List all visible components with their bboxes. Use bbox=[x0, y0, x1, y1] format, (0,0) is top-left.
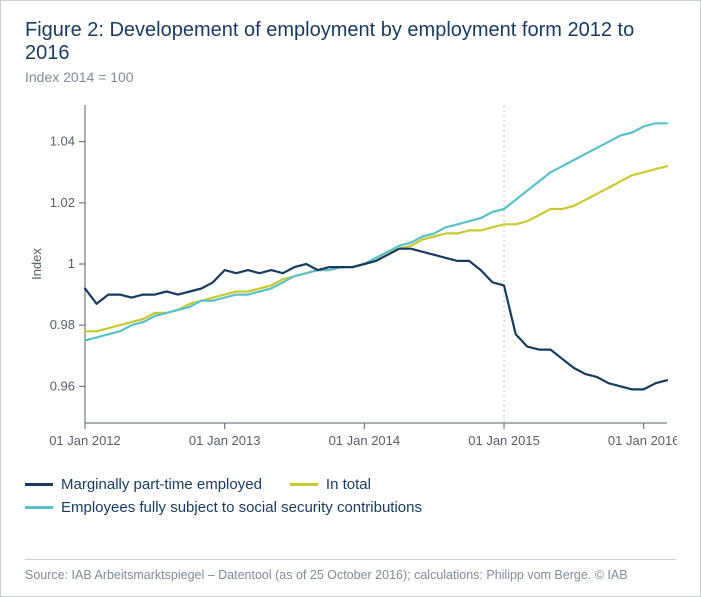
svg-text:1.02: 1.02 bbox=[50, 195, 75, 210]
legend-label: In total bbox=[326, 476, 371, 493]
svg-text:01 Jan 2014: 01 Jan 2014 bbox=[329, 433, 401, 448]
figure-subtitle: Index 2014 = 100 bbox=[25, 69, 676, 85]
svg-text:Index: Index bbox=[29, 248, 44, 280]
legend-swatch bbox=[25, 506, 53, 509]
svg-text:01 Jan 2015: 01 Jan 2015 bbox=[468, 433, 540, 448]
svg-text:1: 1 bbox=[68, 256, 75, 271]
legend-row: Employees fully subject to social securi… bbox=[25, 499, 676, 516]
legend-swatch bbox=[25, 483, 53, 486]
legend: Marginally part-time employed In total Emp… bbox=[25, 476, 676, 516]
line-chart: 0.96 0.98 1 1.02 1.04 01 Jan 2012 01 Jan 2013 0… bbox=[25, 95, 677, 463]
legend-swatch bbox=[290, 483, 318, 486]
legend-row: Marginally part-time employed In total bbox=[25, 476, 676, 493]
legend-item-fulltime: Employees fully subject to social securi… bbox=[25, 499, 422, 516]
legend-item-marginal: Marginally part-time employed bbox=[25, 476, 262, 493]
source-footer: Source: IAB Arbeitsmarktspiegel – Datent… bbox=[25, 559, 676, 582]
svg-text:0.96: 0.96 bbox=[50, 378, 75, 393]
figure-frame: Figure 2: Developement of employment by … bbox=[0, 0, 701, 597]
legend-label: Employees fully subject to social securi… bbox=[61, 499, 422, 516]
series-fulltime bbox=[85, 123, 667, 340]
svg-text:01 Jan 2016: 01 Jan 2016 bbox=[608, 433, 677, 448]
figure-title: Figure 2: Developement of employment by … bbox=[25, 19, 676, 65]
legend-label: Marginally part-time employed bbox=[61, 476, 262, 493]
svg-text:01 Jan 2013: 01 Jan 2013 bbox=[189, 433, 261, 448]
svg-text:01 Jan 2012: 01 Jan 2012 bbox=[49, 433, 121, 448]
svg-text:0.98: 0.98 bbox=[50, 317, 75, 332]
svg-text:1.04: 1.04 bbox=[50, 134, 75, 149]
chart-container: 0.96 0.98 1 1.02 1.04 01 Jan 2012 01 Jan 2013 0… bbox=[25, 95, 676, 468]
legend-item-total: In total bbox=[290, 476, 371, 493]
series-marginal bbox=[85, 249, 667, 390]
series-total bbox=[85, 166, 667, 331]
